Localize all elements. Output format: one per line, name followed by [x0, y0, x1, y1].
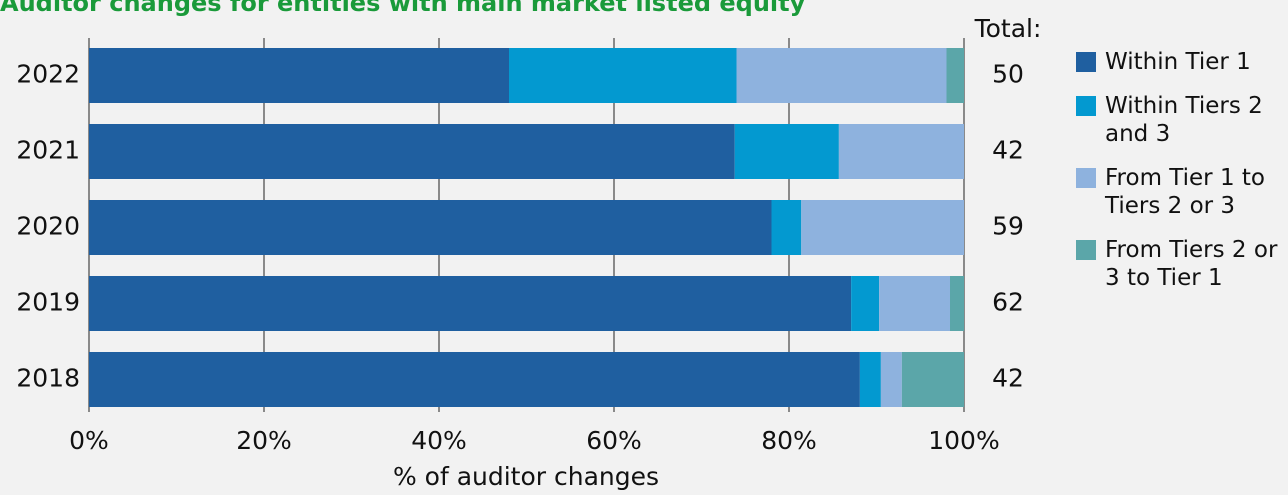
x-tick-label: 0% — [69, 426, 109, 455]
bar-segment — [736, 48, 947, 103]
bar-segment — [771, 200, 802, 255]
bar-segment — [89, 124, 735, 179]
legend-swatch — [1076, 168, 1096, 188]
total-label: 50 — [992, 60, 1024, 89]
chart-title: Auditor changes for entities with main m… — [0, 0, 806, 17]
x-tick-label: 40% — [411, 426, 467, 455]
legend-label: Within Tiers 2 and 3 — [1105, 93, 1263, 147]
bar-segment — [901, 352, 964, 407]
totals-header: Total: — [974, 14, 1042, 43]
legend-item: Within Tier 1 — [1076, 48, 1288, 76]
bar-segment — [838, 124, 964, 179]
legend-label: From Tiers 2 or 3 to Tier 1 — [1105, 237, 1278, 291]
legend-label: Within Tier 1 — [1105, 49, 1251, 75]
bar-segment — [801, 200, 964, 255]
bar-segment — [880, 352, 902, 407]
bar-segment — [950, 276, 964, 331]
legend-item: From Tier 1 to Tiers 2 or 3 — [1076, 164, 1288, 220]
total-label: 42 — [992, 136, 1024, 165]
legend-item: From Tiers 2 or 3 to Tier 1 — [1076, 236, 1288, 292]
total-label: 59 — [992, 212, 1024, 241]
bar-segment — [946, 48, 964, 103]
y-tick-label: 2021 — [16, 136, 80, 165]
legend-swatch — [1076, 96, 1096, 116]
bar-segment — [859, 352, 881, 407]
y-tick-label: 2019 — [16, 288, 80, 317]
x-tick-label: 60% — [586, 426, 642, 455]
total-label: 62 — [992, 288, 1024, 317]
legend-label: From Tier 1 to Tiers 2 or 3 — [1105, 165, 1265, 219]
bar-segment — [734, 124, 839, 179]
bar-segment — [879, 276, 950, 331]
bar-segment — [89, 48, 509, 103]
bar-segment — [509, 48, 737, 103]
x-tick-label: 100% — [928, 426, 999, 455]
bar-segment — [89, 276, 852, 331]
legend: Within Tier 1 Within Tiers 2 and 3 From Ti… — [1076, 48, 1288, 308]
x-tick-label: 20% — [236, 426, 292, 455]
bar-segment — [851, 276, 880, 331]
bar-segment — [89, 200, 772, 255]
legend-swatch — [1076, 240, 1096, 260]
y-tick-label: 2022 — [16, 60, 80, 89]
x-tick-label: 80% — [761, 426, 817, 455]
y-tick-label: 2018 — [16, 364, 80, 393]
x-axis-label: % of auditor changes — [393, 462, 659, 491]
bar-segment — [89, 352, 860, 407]
y-tick-label: 2020 — [16, 212, 80, 241]
legend-swatch — [1076, 52, 1096, 72]
legend-item: Within Tiers 2 and 3 — [1076, 92, 1288, 148]
total-label: 42 — [992, 364, 1024, 393]
